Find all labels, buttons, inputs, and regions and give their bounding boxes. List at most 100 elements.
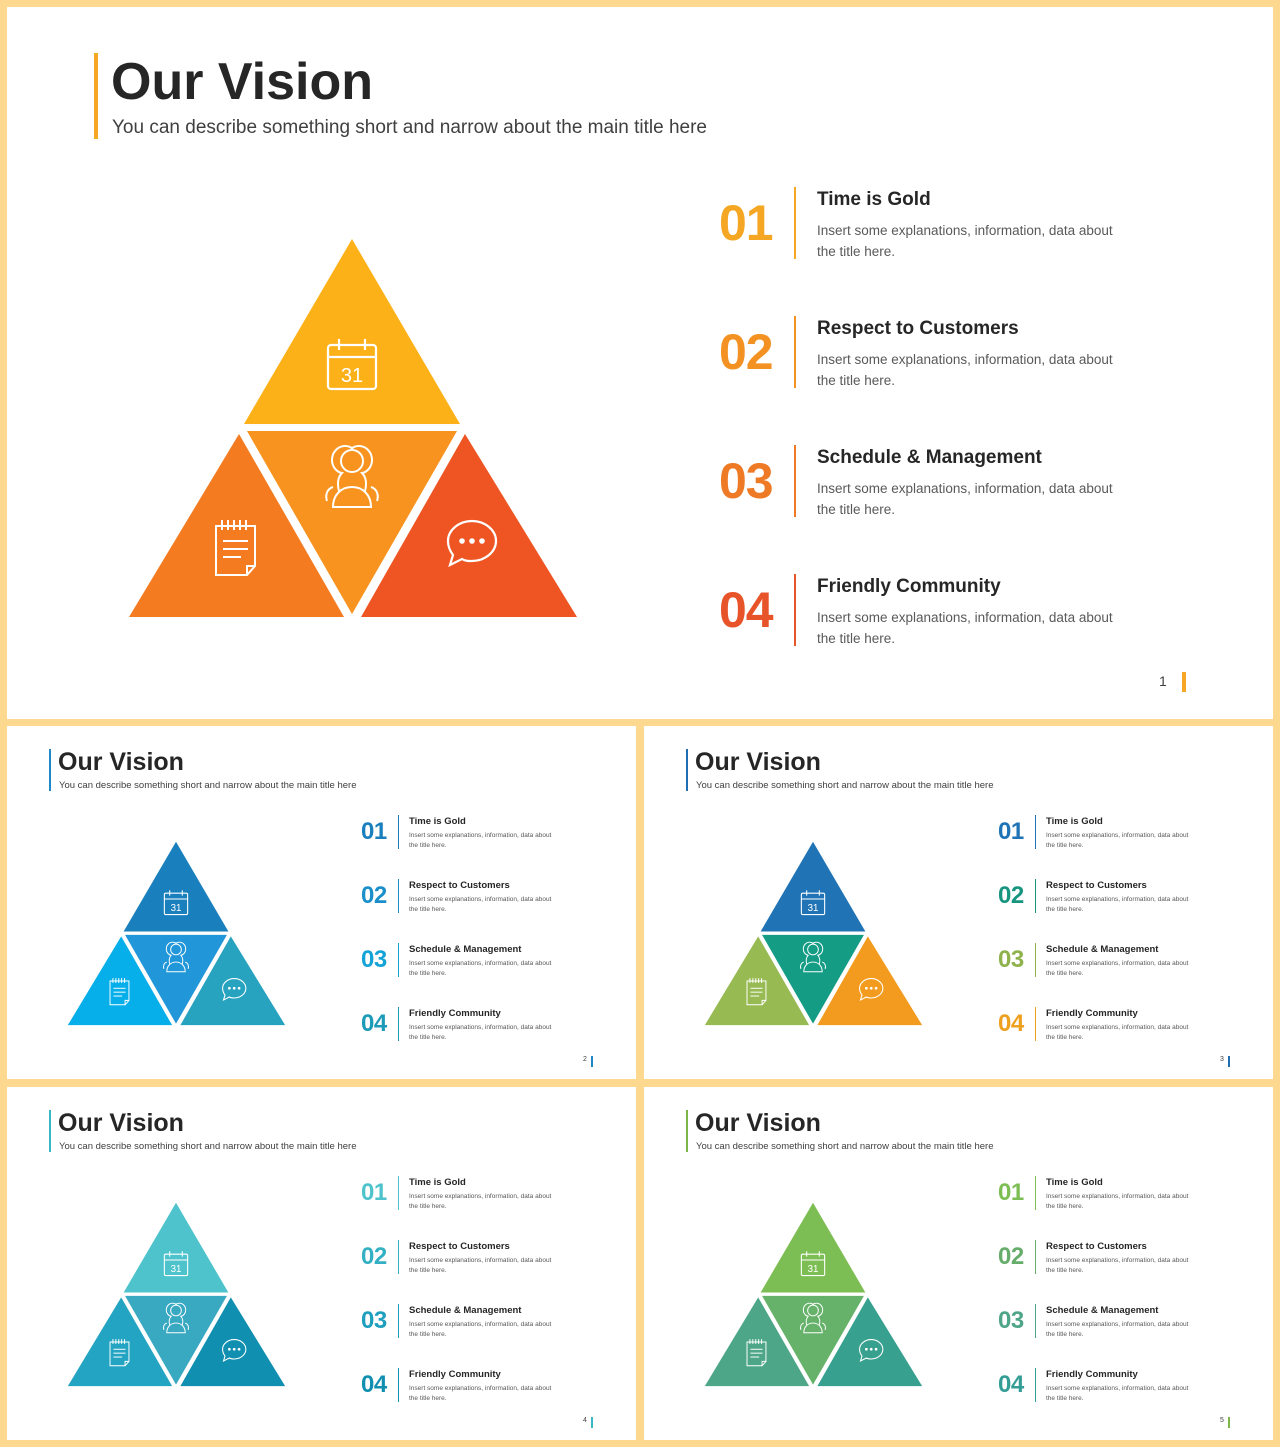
vision-item-1: 01 Time is Gold Insert some explanations… bbox=[998, 815, 1228, 855]
slide-subtitle: You can describe something short and nar… bbox=[112, 117, 707, 138]
pyramid-top-triangle bbox=[760, 1202, 866, 1293]
vision-item-2: 02 Respect to Customers Insert some expl… bbox=[998, 879, 1228, 919]
item-description: Insert some explanations, information, d… bbox=[409, 832, 552, 849]
page-number: 2 bbox=[583, 1056, 587, 1063]
item-number: 04 bbox=[361, 1371, 387, 1398]
vision-item-4: 04 Friendly Community Insert some explan… bbox=[998, 1368, 1228, 1408]
vision-item-1: 01 Time is Gold Insert some explanations… bbox=[361, 815, 591, 855]
item-title: Schedule & Management bbox=[1046, 1305, 1159, 1316]
vision-item-2: 02 Respect to Customers Insert some expl… bbox=[361, 879, 591, 919]
item-description: Insert some explanations, information, d… bbox=[409, 1257, 552, 1274]
page-number-bar bbox=[591, 1417, 593, 1428]
item-number: 02 bbox=[719, 324, 774, 380]
item-divider bbox=[1035, 879, 1036, 913]
item-description: Insert some explanations, information, d… bbox=[409, 1385, 552, 1402]
item-description: Insert some explanations, information, d… bbox=[817, 610, 1113, 646]
slide-subtitle: You can describe something short and nar… bbox=[696, 1141, 994, 1152]
item-description: Insert some explanations, information, d… bbox=[409, 1321, 552, 1338]
vision-item-3: 03 Schedule & Management Insert some exp… bbox=[998, 1304, 1228, 1344]
pyramid-top-triangle bbox=[123, 841, 229, 932]
pyramid-graphic: 31 bbox=[699, 836, 927, 1028]
item-title: Schedule & Management bbox=[817, 447, 1042, 468]
slide-4[interactable]: Our Vision You can describe something sh… bbox=[7, 1087, 636, 1440]
item-title: Time is Gold bbox=[409, 816, 466, 827]
item-number: 01 bbox=[998, 1179, 1024, 1206]
item-title: Friendly Community bbox=[1046, 1008, 1138, 1019]
slide-title: Our Vision bbox=[695, 748, 821, 776]
slide-1[interactable]: Our Vision You can describe something sh… bbox=[7, 7, 1273, 719]
item-description: Insert some explanations, information, d… bbox=[817, 481, 1113, 517]
vision-item-4: 04 Friendly Community Insert some explan… bbox=[361, 1007, 591, 1047]
pyramid-graphic: 31 bbox=[62, 836, 290, 1028]
slide-5[interactable]: Our Vision You can describe something sh… bbox=[644, 1087, 1273, 1440]
item-title: Friendly Community bbox=[409, 1369, 501, 1380]
item-title: Time is Gold bbox=[1046, 816, 1103, 827]
pyramid-right-triangle bbox=[817, 1297, 923, 1387]
pyramid-middle-triangle bbox=[125, 934, 227, 1024]
chat-bubble-icon bbox=[859, 978, 884, 1001]
page-number: 3 bbox=[1220, 1056, 1224, 1063]
item-divider bbox=[1035, 943, 1036, 977]
item-title: Respect to Customers bbox=[409, 880, 510, 891]
slide-title: Our Vision bbox=[58, 748, 184, 776]
slide-title: Our Vision bbox=[58, 1109, 184, 1137]
vision-item-1: 01 Time is Gold Insert some explanations… bbox=[361, 1176, 591, 1216]
item-description: Insert some explanations, information, d… bbox=[409, 1024, 552, 1041]
vision-item-1: 01 Time is Gold Insert some explanations… bbox=[719, 187, 1199, 267]
vision-item-3: 03 Schedule & Management Insert some exp… bbox=[361, 943, 591, 983]
item-divider bbox=[398, 815, 399, 849]
vision-item-2: 02 Respect to Customers Insert some expl… bbox=[361, 1240, 591, 1280]
item-title: Respect to Customers bbox=[409, 1241, 510, 1252]
title-accent-bar bbox=[94, 53, 98, 139]
pyramid-right-triangle bbox=[180, 936, 286, 1026]
group-icon bbox=[325, 444, 379, 508]
slide-title: Our Vision bbox=[111, 53, 373, 111]
item-number: 02 bbox=[361, 882, 387, 909]
slide-2[interactable]: Our Vision You can describe something sh… bbox=[7, 726, 636, 1079]
vision-item-4: 04 Friendly Community Insert some explan… bbox=[998, 1007, 1228, 1047]
group-icon bbox=[163, 1302, 189, 1334]
slide-subtitle: You can describe something short and nar… bbox=[59, 1141, 357, 1152]
pyramid-top-triangle bbox=[760, 841, 866, 932]
pyramid-middle-triangle bbox=[125, 1295, 227, 1385]
item-divider bbox=[1035, 815, 1036, 849]
pyramid-right-triangle bbox=[361, 434, 577, 617]
chat-bubble-icon bbox=[859, 1339, 884, 1362]
vision-item-3: 03 Schedule & Management Insert some exp… bbox=[361, 1304, 591, 1344]
item-title: Respect to Customers bbox=[1046, 880, 1147, 891]
item-number: 04 bbox=[998, 1010, 1024, 1037]
item-description: Insert some explanations, information, d… bbox=[1046, 832, 1189, 849]
pyramid-middle-triangle bbox=[762, 1295, 864, 1385]
item-divider bbox=[398, 943, 399, 977]
group-icon bbox=[163, 941, 189, 973]
item-number: 04 bbox=[719, 582, 774, 638]
notepad-icon bbox=[746, 978, 767, 1006]
page-number-bar bbox=[1228, 1417, 1230, 1428]
slide-subtitle: You can describe something short and nar… bbox=[59, 780, 357, 791]
group-icon bbox=[800, 941, 826, 973]
item-number: 02 bbox=[361, 1243, 387, 1270]
item-number: 03 bbox=[998, 1307, 1024, 1334]
slide-3[interactable]: Our Vision You can describe something sh… bbox=[644, 726, 1273, 1079]
vision-item-3: 03 Schedule & Management Insert some exp… bbox=[719, 445, 1199, 525]
item-description: Insert some explanations, information, d… bbox=[817, 223, 1113, 259]
item-title: Friendly Community bbox=[409, 1008, 501, 1019]
item-divider bbox=[1035, 1007, 1036, 1041]
title-accent-bar bbox=[686, 749, 688, 791]
item-title: Friendly Community bbox=[1046, 1369, 1138, 1380]
notepad-icon bbox=[746, 1339, 767, 1367]
notepad-icon bbox=[215, 520, 256, 576]
item-title: Friendly Community bbox=[817, 576, 1001, 597]
item-description: Insert some explanations, information, d… bbox=[1046, 1257, 1189, 1274]
chat-bubble-icon bbox=[446, 519, 498, 568]
item-description: Insert some explanations, information, d… bbox=[1046, 1024, 1189, 1041]
page-number-bar bbox=[1182, 672, 1186, 692]
title-accent-bar bbox=[49, 749, 51, 791]
title-accent-bar bbox=[49, 1110, 51, 1152]
item-number: 01 bbox=[719, 195, 774, 251]
chat-bubble-icon bbox=[222, 978, 247, 1001]
item-description: Insert some explanations, information, d… bbox=[409, 960, 552, 977]
vision-item-3: 03 Schedule & Management Insert some exp… bbox=[998, 943, 1228, 983]
item-title: Time is Gold bbox=[817, 189, 931, 210]
item-number: 02 bbox=[998, 1243, 1024, 1270]
